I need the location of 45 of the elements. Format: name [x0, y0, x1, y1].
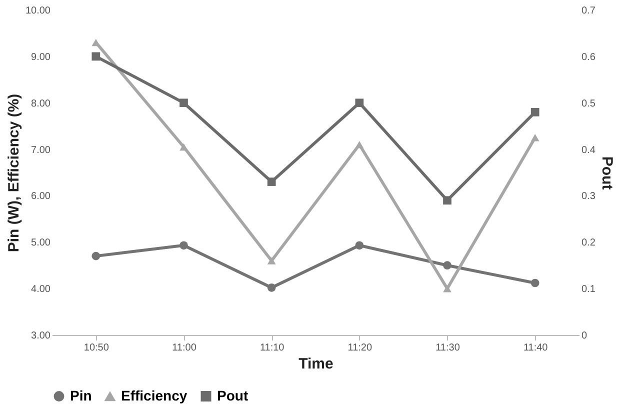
- y2-tick-label: 0.6: [582, 52, 596, 63]
- x-tick-label: 11:00: [172, 342, 197, 354]
- y-tick-label: 7.00: [31, 144, 51, 156]
- point: [92, 252, 100, 260]
- point: [443, 196, 452, 205]
- legend-label: Efficiency: [121, 388, 188, 404]
- y-tick-label: 10.00: [25, 6, 51, 16]
- y2-tick-label: 0: [582, 330, 588, 342]
- point: [530, 108, 540, 116]
- y-tick-label: 8.00: [31, 98, 51, 110]
- point: [267, 283, 276, 292]
- point: [443, 284, 452, 292]
- point: [355, 241, 364, 250]
- y-tick-label: 9.00: [31, 52, 51, 63]
- y2-tick-label: 0.1: [582, 284, 596, 296]
- x-tick-label: 11:20: [348, 342, 372, 354]
- x-tick-label: 10:50: [84, 342, 110, 354]
- point: [355, 98, 364, 108]
- point: [530, 134, 540, 142]
- y2-tick-label: 0.2: [582, 238, 596, 249]
- point: [443, 261, 452, 270]
- y2-tick-label: 0.3: [582, 191, 596, 202]
- point: [92, 52, 100, 61]
- y2-tick-label: 0.4: [582, 144, 596, 156]
- y-axis-title: Pin (W), Efficiency (%): [5, 94, 22, 252]
- point: [180, 98, 188, 108]
- x-tick-label: 11:30: [436, 342, 460, 354]
- point: [267, 178, 276, 186]
- point: [180, 143, 188, 151]
- y2-tick-label: 0.7: [582, 6, 596, 16]
- y2-axis-title: Pout: [598, 156, 616, 190]
- point: [530, 278, 540, 288]
- legend-label: Pout: [217, 387, 248, 404]
- x-tick-label: 11:10: [260, 342, 285, 354]
- point: [355, 141, 364, 148]
- y2-tick-label: 0.5: [582, 98, 596, 110]
- y-tick-label: 6.00: [31, 191, 51, 202]
- legend-label: Pin: [70, 387, 92, 404]
- point: [180, 241, 188, 250]
- y-tick-label: 4.00: [31, 284, 51, 296]
- y-tick-label: 3.00: [31, 330, 51, 342]
- point: [267, 257, 276, 264]
- x-tick-label: 11:40: [523, 342, 548, 354]
- x-axis-title: Time: [298, 356, 334, 372]
- y-tick-label: 5.00: [31, 238, 51, 249]
